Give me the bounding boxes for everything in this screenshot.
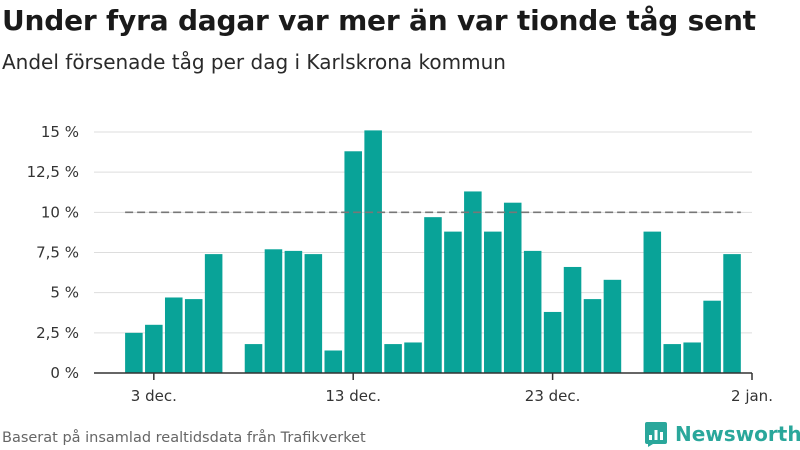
y-tick-label: 15 % bbox=[41, 123, 79, 141]
bar bbox=[563, 266, 582, 373]
bar bbox=[344, 151, 362, 373]
bar bbox=[583, 299, 602, 373]
bar bbox=[424, 217, 442, 373]
x-tick-label: 13 dec. bbox=[325, 387, 381, 405]
y-tick-label: 2,5 % bbox=[36, 324, 79, 342]
bars bbox=[125, 130, 741, 373]
brand-name: Newsworthy bbox=[675, 422, 800, 446]
bar bbox=[663, 344, 682, 373]
bar bbox=[164, 297, 183, 373]
x-tick-label: 2 jan. bbox=[731, 387, 773, 405]
bar bbox=[204, 254, 223, 373]
bar bbox=[244, 344, 263, 373]
bar bbox=[683, 342, 701, 373]
bar bbox=[444, 231, 462, 373]
y-tick-label: 12,5 % bbox=[27, 163, 79, 181]
bar bbox=[643, 231, 662, 373]
bar bbox=[324, 350, 343, 373]
bar-chart: 0 % 2,5 % 5 % 7,5 % 10 % 12,5 % 15 % 3 dec. 13 … bbox=[27, 123, 773, 405]
axes bbox=[94, 372, 753, 380]
bar bbox=[464, 191, 482, 373]
bar bbox=[523, 250, 542, 373]
bar bbox=[503, 202, 522, 373]
y-tick-labels: 0 % 2,5 % 5 % 7,5 % 10 % 12,5 % 15 % bbox=[27, 123, 79, 382]
y-tick-label: 10 % bbox=[41, 203, 79, 221]
chart-title: Under fyra dagar var mer än var tionde t… bbox=[2, 4, 756, 37]
bar bbox=[364, 130, 382, 373]
chart-subtitle: Andel försenade tåg per dag i Karlskrona… bbox=[2, 50, 506, 74]
x-tick-labels: 3 dec. 13 dec. 23 dec. 2 jan. bbox=[131, 387, 773, 405]
bar bbox=[384, 344, 402, 373]
source-note: Baserat på insamlad realtidsdata från Tr… bbox=[2, 430, 366, 446]
bar bbox=[723, 254, 741, 373]
bar bbox=[145, 324, 163, 373]
bar bbox=[284, 250, 303, 373]
bar bbox=[264, 249, 283, 373]
bar bbox=[543, 311, 562, 373]
newsworthy-logo-icon bbox=[645, 422, 667, 447]
bar bbox=[484, 231, 502, 373]
bar bbox=[184, 299, 203, 373]
x-tick-label: 3 dec. bbox=[131, 387, 177, 405]
bar bbox=[304, 254, 323, 373]
y-tick-label: 7,5 % bbox=[36, 244, 79, 262]
bar bbox=[603, 279, 622, 373]
brand: Newsworthy bbox=[644, 421, 800, 447]
y-tick-label: 0 % bbox=[50, 364, 79, 382]
bar bbox=[703, 300, 721, 373]
y-tick-label: 5 % bbox=[50, 284, 79, 302]
bar bbox=[125, 332, 143, 373]
x-tick-label: 23 dec. bbox=[525, 387, 581, 405]
bar bbox=[404, 342, 422, 373]
